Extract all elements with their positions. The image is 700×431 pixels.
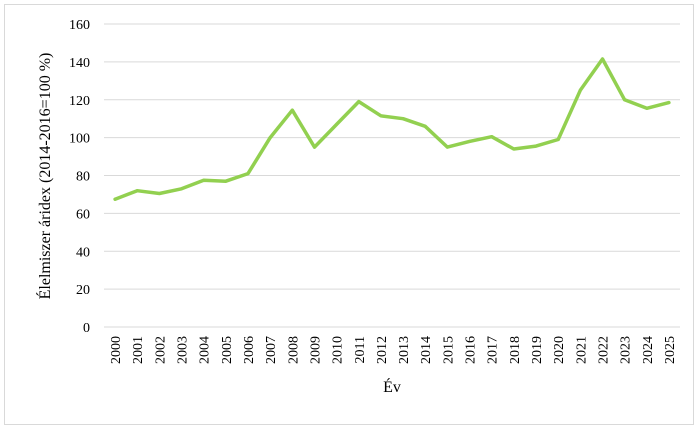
x-tick-label: 2008 [286,336,301,364]
x-axis-title: Év [383,377,401,396]
y-tick-label: 0 [83,321,90,336]
data-point [445,145,449,149]
y-tick-label: 160 [69,18,90,33]
data-point [180,187,184,191]
x-tick-label: 2017 [486,336,501,364]
y-tick-label: 120 [69,94,90,109]
x-tick-label: 2006 [242,336,257,364]
data-point [512,147,516,151]
data-point [600,57,604,61]
data-point [224,179,228,183]
data-point [490,135,494,139]
x-tick-label: 2024 [641,336,656,364]
y-tick-label: 100 [69,132,90,147]
x-tick-label: 2003 [176,336,191,364]
data-point [667,101,671,105]
data-point [202,178,206,182]
x-tick-label: 2019 [530,336,545,364]
x-tick-label: 2001 [131,336,146,364]
data-point [312,145,316,149]
data-point [423,124,427,128]
x-tick-label: 2012 [375,336,390,364]
series-line-0 [113,57,671,201]
data-point [623,98,627,102]
data-point [578,88,582,92]
data-point [556,138,560,142]
x-tick-label: 2018 [508,336,523,364]
y-tick-label: 40 [76,245,90,260]
x-tick-label: 2025 [663,336,678,364]
x-tick-label: 2023 [619,336,634,364]
data-point [135,189,139,193]
data-point [468,139,472,143]
x-tick-label: 2002 [153,336,168,364]
data-point [157,191,161,195]
x-tick-label: 2000 [109,336,124,364]
chart-frame [4,4,694,425]
x-tick-label: 2010 [331,336,346,364]
data-point [246,172,250,176]
x-tick-label: 2014 [419,336,434,364]
x-tick-label: 2020 [552,336,567,364]
y-tick-label: 140 [69,56,90,71]
x-tick-label: 2007 [264,336,279,364]
x-tick-label: 2009 [308,336,323,364]
data-point [113,197,117,201]
y-tick-label: 60 [76,207,90,222]
x-tick-label: 2022 [596,336,611,364]
gridlines [104,23,680,328]
data-point [379,114,383,118]
data-point [357,100,361,104]
series-lines [113,57,671,201]
x-tick-label: 2011 [353,336,368,363]
x-tick-label: 2016 [464,336,479,364]
x-tick-label: 2021 [574,336,589,364]
x-tick-label: 2004 [198,336,213,364]
data-point [290,108,294,112]
data-point [534,144,538,148]
y-tick-labels: 0 20 40 60 80 100 120 140 160 [69,18,90,336]
y-axis-title: Élelmiszer áridex (2014-2016=100 %) [35,53,54,300]
x-tick-label: 2013 [397,336,412,364]
y-tick-label: 80 [76,170,90,185]
x-tick-labels: 2000 2001 2002 2003 2004 2005 2006 2007 2008 2009… [109,336,678,364]
data-point [645,106,649,110]
data-point [401,117,405,121]
y-tick-label: 20 [76,283,90,298]
x-tick-label: 2015 [441,336,456,364]
x-tick-label: 2005 [220,336,235,364]
data-point [268,136,272,140]
data-point [335,122,339,126]
